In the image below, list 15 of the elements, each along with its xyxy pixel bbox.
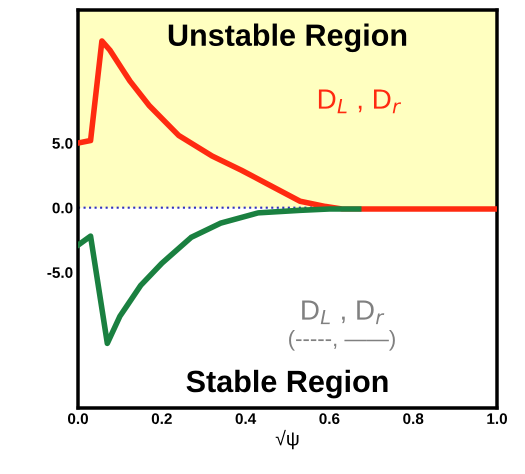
- x-tick-label: 1.0: [487, 413, 507, 424]
- annotation: D$_{L}$ , D$_{r}$: [302, 300, 384, 324]
- x-tick-label: 0.2: [152, 413, 172, 424]
- x-tick-label: 0.4: [236, 413, 256, 424]
- y-tick-label: 0.0: [52, 202, 73, 214]
- x-tick-label: 0.6: [319, 413, 340, 424]
- annotation: Unstable Region: [168, 24, 406, 52]
- annotation: D$_{L}$ , D$_{r}$: [318, 90, 402, 114]
- y-tick-label: 5.0: [52, 138, 73, 149]
- x-axis-title: √ψ: [276, 430, 298, 450]
- x-tick-label: 0.0: [68, 413, 88, 424]
- annotation: Stable Region: [186, 370, 388, 398]
- x-tick-label: 0.8: [403, 413, 424, 424]
- annotation: (-----, ——): [289, 330, 395, 351]
- y-tick-label: -5.0: [47, 267, 73, 278]
